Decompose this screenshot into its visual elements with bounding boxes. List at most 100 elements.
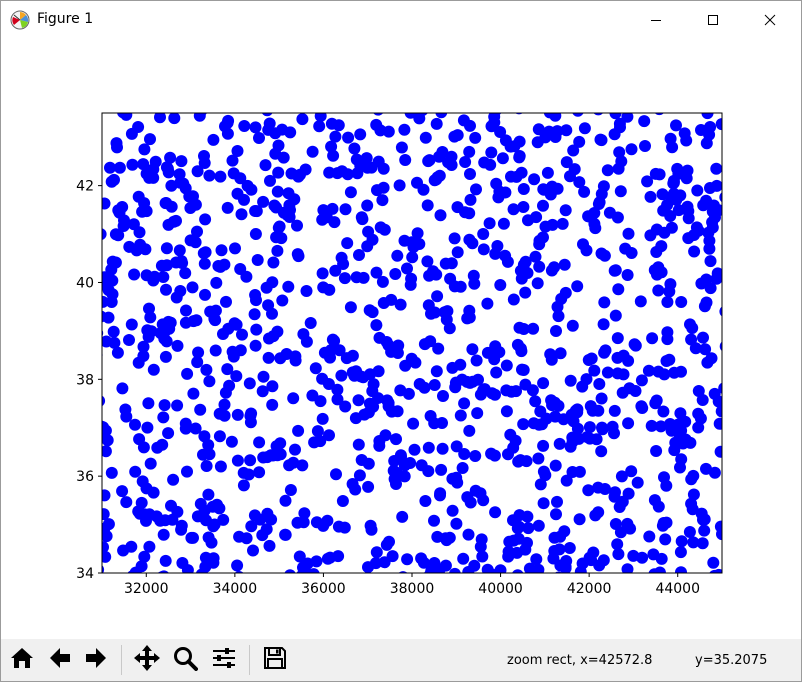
scatter-point: [159, 514, 172, 527]
minimize-button[interactable]: [633, 1, 679, 39]
scatter-point: [622, 417, 635, 430]
x-axis: 32000 34000 36000 38000 40000 42000 44000: [124, 573, 700, 597]
scatter-point: [413, 378, 426, 390]
scatter-point: [301, 557, 314, 570]
scatter-point: [390, 433, 402, 446]
zoom-button[interactable]: [170, 645, 200, 675]
forward-button[interactable]: [81, 645, 111, 675]
scatter-point: [670, 119, 682, 132]
scatter-point: [199, 213, 212, 226]
scatter-point: [563, 542, 576, 554]
scatter-point: [675, 453, 688, 466]
scatter-point: [177, 177, 190, 190]
figure-canvas[interactable]: 32000 34000 36000 38000 40000 42000 44000 34 36…: [1, 39, 801, 639]
scatter-point: [193, 113, 206, 122]
scatter-point: [346, 478, 359, 490]
status-y-coordinate: y=35.2075: [695, 653, 768, 668]
scatter-point: [688, 245, 701, 258]
scatter-point: [461, 375, 474, 388]
scatter-point: [165, 179, 178, 192]
scatter-point: [470, 354, 483, 367]
scatter-point: [271, 185, 284, 198]
scatter-point: [507, 293, 520, 306]
scatter-point: [377, 297, 390, 309]
scatter-point: [446, 504, 459, 517]
scatter-point: [221, 201, 234, 214]
pan-button[interactable]: [132, 645, 162, 675]
close-button[interactable]: [747, 1, 793, 39]
scatter-point: [102, 295, 109, 308]
configure-subplots-button[interactable]: [209, 645, 239, 675]
scatter-point: [421, 255, 434, 268]
scatter-point: [199, 246, 212, 259]
scatter-point: [687, 488, 700, 501]
scatter-point: [230, 370, 243, 383]
scatter-point: [138, 550, 151, 563]
scatter-point: [301, 567, 314, 573]
scatter-point: [147, 363, 160, 376]
title-bar[interactable]: Figure 1: [1, 1, 801, 39]
scatter-point: [102, 518, 115, 531]
scatter-point: [272, 166, 285, 179]
scatter-point: [249, 289, 262, 301]
scatter-point: [102, 310, 107, 323]
back-button[interactable]: [45, 645, 75, 675]
scatter-point: [659, 533, 672, 546]
scatter-point: [341, 168, 354, 181]
scatter-point: [231, 187, 244, 200]
scatter-point: [611, 538, 624, 551]
scatter-point: [335, 369, 348, 382]
scatter-point: [398, 234, 411, 247]
scatter-point: [564, 170, 576, 183]
scatter-point: [162, 166, 175, 179]
scatter-point: [428, 379, 441, 391]
scatter-point: [435, 113, 448, 119]
scatter-point: [553, 543, 566, 556]
scatter-point: [612, 548, 625, 561]
scatter-point: [266, 398, 279, 411]
scatter-point: [233, 530, 246, 543]
scatter-point: [197, 448, 209, 461]
scatter-point: [134, 238, 147, 251]
maximize-button[interactable]: [690, 1, 736, 39]
scatter-point: [289, 443, 301, 456]
scatter-point: [697, 331, 709, 344]
y-tick-label: 40: [76, 275, 94, 291]
scatter-point: [231, 408, 244, 421]
scatter-point: [382, 125, 395, 138]
scatter-point: [700, 137, 713, 150]
scatter-point: [443, 322, 456, 335]
scatter-point: [247, 544, 259, 557]
save-button[interactable]: [260, 645, 290, 675]
scatter-point: [588, 217, 601, 230]
scatter-point: [90, 355, 102, 367]
scatter-point: [546, 218, 559, 231]
scatter-point: [133, 433, 146, 446]
scatter-point: [423, 154, 436, 167]
home-button[interactable]: [7, 645, 37, 675]
scatter-point: [142, 330, 155, 343]
scatter-point: [609, 486, 621, 499]
scatter-point: [696, 394, 709, 406]
scatter-point: [508, 140, 521, 153]
scatter-point: [710, 272, 722, 285]
scatter-point: [214, 170, 227, 183]
x-tick-label: 40000: [478, 581, 523, 597]
scatter-point: [189, 422, 202, 435]
scatter-point: [464, 119, 476, 132]
scatter-point: [654, 113, 664, 116]
scatter-point: [434, 487, 447, 500]
scatter-point: [376, 194, 389, 207]
scatter-point: [119, 403, 132, 416]
scatter-point: [573, 176, 586, 189]
scatter-point: [369, 557, 382, 570]
scatter-point: [245, 520, 258, 533]
scatter-point: [500, 359, 513, 372]
scatter-point: [281, 208, 294, 221]
scatter-point: [277, 151, 290, 164]
scatter-point: [120, 113, 133, 121]
scatter-point: [669, 436, 682, 449]
scatter-chart[interactable]: 32000 34000 36000 38000 40000 42000 44000 34 36…: [1, 39, 801, 639]
scatter-point: [611, 332, 624, 345]
scatter-point: [402, 387, 415, 400]
